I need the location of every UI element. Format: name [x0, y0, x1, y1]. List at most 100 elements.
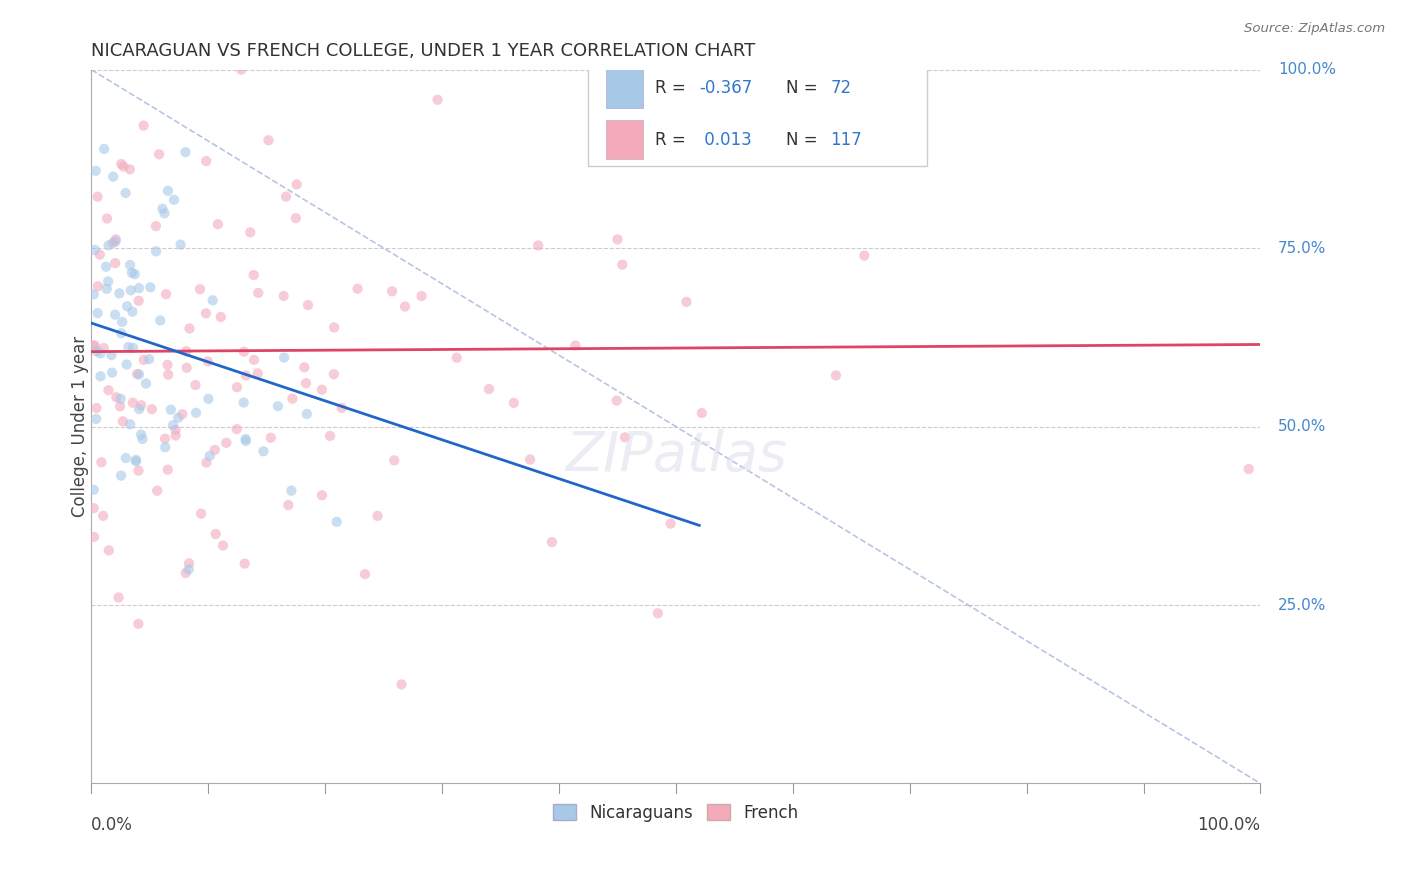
- Point: [128, 368, 150, 382]
- Point: [104, 232, 127, 246]
- Point: [277, 498, 299, 512]
- Point: [280, 483, 302, 498]
- Point: [325, 515, 347, 529]
- Text: ZIPatlas: ZIPatlas: [565, 429, 787, 482]
- Point: [184, 406, 207, 420]
- Point: [225, 422, 247, 436]
- Point: [90, 455, 112, 469]
- Point: [243, 352, 266, 367]
- Point: [247, 285, 270, 300]
- Text: 25.0%: 25.0%: [1278, 598, 1326, 613]
- Text: 100.0%: 100.0%: [1278, 62, 1336, 77]
- Point: [97, 238, 120, 252]
- Point: [132, 119, 155, 133]
- Point: [295, 407, 318, 421]
- Point: [647, 606, 669, 620]
- Point: [825, 368, 848, 383]
- Point: [165, 423, 187, 437]
- Point: [86, 401, 108, 415]
- Point: [146, 483, 169, 498]
- Text: 50.0%: 50.0%: [1278, 419, 1326, 434]
- Point: [110, 157, 132, 171]
- Point: [97, 383, 120, 397]
- Point: [242, 268, 264, 282]
- Point: [198, 449, 221, 463]
- Text: R =: R =: [655, 78, 690, 97]
- Point: [232, 395, 254, 409]
- Point: [322, 368, 344, 382]
- Point: [162, 418, 184, 433]
- Point: [152, 202, 174, 216]
- Point: [346, 282, 368, 296]
- Point: [127, 616, 149, 631]
- Point: [177, 562, 200, 576]
- Point: [97, 543, 120, 558]
- Point: [89, 247, 111, 261]
- Text: Source: ZipAtlas.com: Source: ZipAtlas.com: [1244, 22, 1385, 36]
- Point: [104, 308, 127, 322]
- Point: [252, 444, 274, 458]
- Point: [105, 390, 128, 404]
- Point: [127, 367, 149, 381]
- Point: [231, 62, 253, 77]
- Point: [201, 293, 224, 308]
- Point: [157, 368, 180, 382]
- Point: [675, 294, 697, 309]
- Point: [172, 407, 194, 421]
- Point: [124, 267, 146, 281]
- Point: [176, 344, 198, 359]
- Point: [659, 516, 682, 531]
- Point: [115, 299, 138, 313]
- Point: [177, 557, 200, 571]
- Point: [153, 432, 176, 446]
- Point: [297, 298, 319, 312]
- Point: [197, 354, 219, 368]
- Point: [323, 320, 346, 334]
- Point: [149, 313, 172, 327]
- Point: [84, 164, 107, 178]
- Point: [118, 162, 141, 177]
- Point: [86, 190, 108, 204]
- Point: [156, 184, 179, 198]
- Point: [101, 366, 124, 380]
- Point: [209, 310, 232, 324]
- Point: [382, 453, 405, 467]
- Point: [83, 287, 105, 301]
- Point: [169, 237, 191, 252]
- Point: [167, 410, 190, 425]
- Text: -0.367: -0.367: [699, 78, 752, 97]
- Bar: [606, 69, 643, 108]
- Legend: Nicaraguans, French: Nicaraguans, French: [547, 797, 806, 829]
- FancyBboxPatch shape: [588, 55, 927, 166]
- Point: [612, 258, 634, 272]
- Point: [207, 217, 229, 231]
- Point: [319, 429, 342, 443]
- Point: [273, 289, 295, 303]
- Point: [128, 281, 150, 295]
- Point: [138, 352, 160, 367]
- Point: [125, 453, 148, 467]
- Point: [111, 315, 134, 329]
- Point: [613, 430, 636, 444]
- Point: [108, 399, 131, 413]
- Point: [96, 282, 118, 296]
- Text: 72: 72: [830, 78, 851, 97]
- Point: [97, 275, 120, 289]
- Text: 0.0%: 0.0%: [91, 815, 134, 834]
- Point: [129, 427, 152, 442]
- Point: [107, 591, 129, 605]
- Text: 100.0%: 100.0%: [1198, 815, 1260, 834]
- Point: [89, 346, 111, 360]
- Point: [527, 238, 550, 252]
- Point: [311, 383, 333, 397]
- Point: [90, 369, 112, 384]
- Point: [159, 402, 181, 417]
- Point: [153, 206, 176, 220]
- Point: [128, 464, 150, 478]
- Point: [174, 145, 197, 160]
- Point: [163, 193, 186, 207]
- Point: [103, 169, 125, 184]
- Point: [83, 530, 105, 544]
- Point: [120, 284, 142, 298]
- Point: [233, 557, 256, 571]
